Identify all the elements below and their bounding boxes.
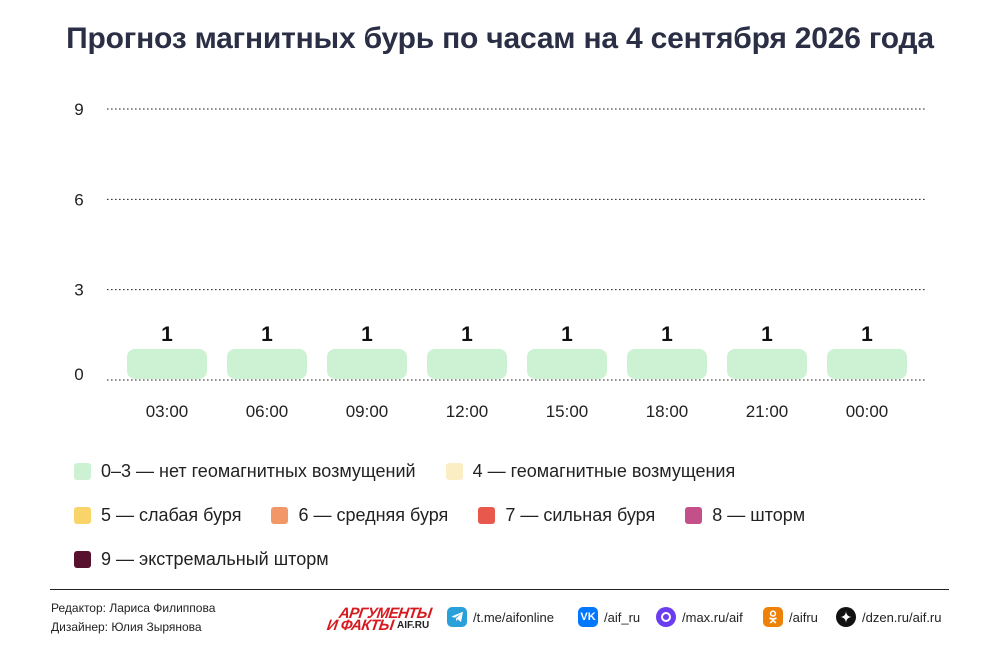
x-tick-label: 18:00 xyxy=(646,402,689,421)
vk-icon: VK xyxy=(578,607,598,627)
data-label: 1 xyxy=(361,323,373,346)
legend-label: 7 — сильная буря xyxy=(505,504,656,525)
social-vk[interactable]: VK /aif_ru xyxy=(578,607,640,627)
y-tick-label: 0 xyxy=(74,365,83,384)
telegram-icon xyxy=(447,607,467,627)
max-icon xyxy=(656,607,676,627)
legend-item-9: 9 — экстремальный шторм xyxy=(74,549,329,570)
legend-swatch xyxy=(685,506,703,524)
bar xyxy=(527,348,607,379)
x-tick-label: 06:00 xyxy=(246,402,289,421)
data-label: 1 xyxy=(161,323,173,346)
legend-item-5: 5 — слабая буря xyxy=(74,505,241,526)
bar xyxy=(427,348,507,379)
social-telegram[interactable]: /t.me/aifonline xyxy=(447,607,554,627)
data-labels: 1 1 1 1 1 1 1 1 xyxy=(161,323,873,346)
legend-label: 6 — средняя буря xyxy=(298,504,449,525)
ok-icon xyxy=(763,607,783,627)
data-label: 1 xyxy=(661,323,673,346)
telegram-link[interactable]: /t.me/aifonline xyxy=(473,609,554,625)
x-tick-label: 21:00 xyxy=(746,402,789,421)
ok-link[interactable]: /aifru xyxy=(789,609,818,625)
dzen-icon xyxy=(836,607,856,627)
legend-swatch xyxy=(478,506,496,524)
social-ok[interactable]: /aifru xyxy=(763,607,818,627)
y-tick-label: 6 xyxy=(74,190,83,209)
credits: Редактор: Лариса Филиппова Дизайнер: Юли… xyxy=(51,599,215,637)
aif-logo[interactable]: АРГУМЕНТЫ И ФАКТЫ AIF.RU xyxy=(325,605,435,634)
chart-title: Прогноз магнитных бурь по часам на 4 сен… xyxy=(66,22,934,55)
y-axis-ticks: 0 3 6 9 xyxy=(74,100,83,384)
vk-link[interactable]: /aif_ru xyxy=(604,609,641,625)
x-axis-labels: 03:00 06:00 09:00 12:00 15:00 18:00 21:00 00:00 xyxy=(146,402,889,421)
data-label: 1 xyxy=(461,323,473,346)
legend-swatch xyxy=(74,462,91,480)
legend-label: 8 — шторм xyxy=(712,504,806,525)
y-tick-label: 3 xyxy=(74,281,83,300)
data-label: 1 xyxy=(261,323,273,346)
legend-label: 0–3 — нет геомагнитных возмущений xyxy=(101,460,416,481)
x-tick-label: 09:00 xyxy=(346,402,389,421)
max-link[interactable]: /max.ru/aif xyxy=(682,609,743,625)
x-tick-label: 15:00 xyxy=(546,402,589,421)
legend-row: 9 — экстремальный шторм xyxy=(74,548,954,570)
bar xyxy=(727,348,807,379)
y-tick-label: 9 xyxy=(74,100,83,119)
bar xyxy=(827,348,907,379)
legend-item-8: 8 — шторм xyxy=(685,505,805,526)
logo-line-2: И ФАКТЫ xyxy=(325,617,395,634)
bar xyxy=(227,348,307,379)
data-label: 1 xyxy=(761,323,773,346)
legend-item-7: 7 — сильная буря xyxy=(478,505,655,526)
social-max[interactable]: /max.ru/aif xyxy=(656,607,743,627)
grid-lines xyxy=(107,108,926,381)
legend-item-0-3: 0–3 — нет геомагнитных возмущений xyxy=(74,461,416,482)
legend: 0–3 — нет геомагнитных возмущений 4 — ге… xyxy=(74,460,954,592)
dzen-link[interactable]: /dzen.ru/aif.ru xyxy=(862,609,942,625)
bar xyxy=(627,348,707,379)
social-dzen[interactable]: /dzen.ru/aif.ru xyxy=(836,607,942,627)
legend-label: 9 — экстремальный шторм xyxy=(101,548,329,569)
bars xyxy=(127,348,907,379)
x-tick-label: 12:00 xyxy=(446,402,489,421)
designer-credit: Дизайнер: Юлия Зырянова xyxy=(51,620,202,634)
bar xyxy=(127,348,207,379)
data-label: 1 xyxy=(561,323,573,346)
data-label: 1 xyxy=(861,323,873,346)
legend-swatch xyxy=(74,506,91,524)
footer-divider xyxy=(50,589,949,590)
bar-chart: 0 3 6 9 1 1 1 1 1 1 1 1 03:00 06:00 09:00 12:00 15:00 1… xyxy=(74,100,926,421)
x-tick-label: 03:00 xyxy=(146,402,189,421)
legend-label: 4 — геомагнитные возмущения xyxy=(472,460,736,481)
x-tick-label: 00:00 xyxy=(846,402,889,421)
editor-credit: Редактор: Лариса Филиппова xyxy=(51,601,216,615)
legend-row: 0–3 — нет геомагнитных возмущений 4 — ге… xyxy=(74,460,954,482)
legend-label: 5 — слабая буря xyxy=(101,504,242,525)
legend-row: 5 — слабая буря 6 — средняя буря 7 — сил… xyxy=(74,504,954,526)
legend-swatch xyxy=(271,506,289,524)
legend-swatch xyxy=(74,550,91,568)
bar xyxy=(327,348,407,379)
legend-item-6: 6 — средняя буря xyxy=(271,505,448,526)
legend-swatch xyxy=(445,462,463,480)
logo-line-3: AIF.RU xyxy=(397,620,430,631)
legend-item-4: 4 — геомагнитные возмущения xyxy=(445,460,736,482)
